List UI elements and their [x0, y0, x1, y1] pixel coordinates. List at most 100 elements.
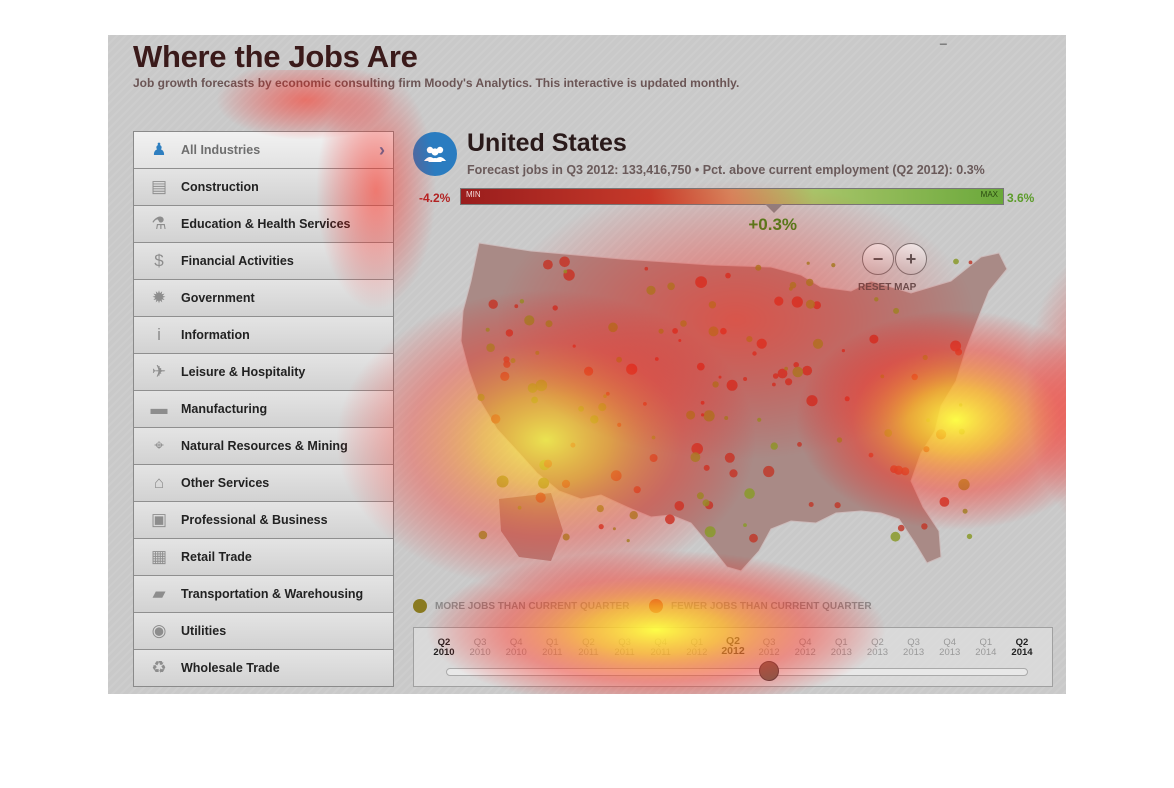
city-dot[interactable] — [890, 531, 901, 542]
city-dot[interactable] — [562, 533, 570, 541]
city-dot[interactable] — [718, 375, 722, 379]
city-dot[interactable] — [633, 486, 641, 494]
city-dot[interactable] — [644, 266, 649, 271]
city-dot[interactable] — [708, 326, 719, 337]
city-dot[interactable] — [527, 383, 538, 393]
timeline-quarter[interactable]: Q2 2011 — [569, 638, 609, 658]
timeline-quarter[interactable]: Q2 2013 — [858, 638, 898, 658]
us-map[interactable] — [441, 231, 1021, 591]
city-dot[interactable] — [720, 327, 727, 335]
sidebar-item[interactable]: i Information — [134, 317, 393, 354]
city-dot[interactable] — [665, 514, 675, 525]
city-dot[interactable] — [704, 526, 716, 538]
city-dot[interactable] — [696, 492, 704, 500]
city-dot[interactable] — [672, 328, 678, 334]
city-dot[interactable] — [674, 501, 685, 511]
city-dot[interactable] — [897, 524, 905, 532]
city-dot[interactable] — [774, 296, 784, 306]
city-dot[interactable] — [874, 297, 879, 302]
timeline-quarter[interactable]: Q2 2010 — [424, 638, 464, 658]
city-dot[interactable] — [510, 358, 516, 364]
city-dot[interactable] — [958, 428, 965, 435]
city-dot[interactable] — [959, 403, 963, 407]
city-dot[interactable] — [643, 402, 647, 406]
city-dot[interactable] — [726, 379, 738, 391]
city-dot[interactable] — [743, 377, 748, 381]
city-dot[interactable] — [478, 530, 488, 540]
city-dot[interactable] — [696, 362, 705, 371]
city-dot[interactable] — [757, 417, 762, 422]
city-dot[interactable] — [603, 394, 607, 398]
city-dot[interactable] — [500, 371, 510, 381]
timeline-quarter[interactable]: Q2 2014 — [1002, 638, 1042, 658]
city-dot[interactable] — [563, 269, 568, 274]
city-dot[interactable] — [629, 511, 638, 520]
city-dot[interactable] — [772, 382, 776, 387]
city-dot[interactable] — [703, 410, 715, 422]
city-dot[interactable] — [658, 328, 664, 334]
city-dot[interactable] — [836, 437, 843, 443]
timeline-quarter[interactable]: Q3 2010 — [460, 638, 500, 658]
city-dot[interactable] — [756, 338, 767, 349]
city-dot[interactable] — [923, 446, 930, 453]
city-dot[interactable] — [792, 366, 804, 378]
city-dot[interactable] — [884, 429, 893, 437]
city-dot[interactable] — [806, 278, 814, 287]
city-dot[interactable] — [626, 539, 630, 543]
city-dot[interactable] — [791, 296, 803, 308]
city-dot[interactable] — [729, 469, 738, 478]
zoom-in-button[interactable]: + — [895, 243, 927, 275]
city-dot[interactable] — [784, 366, 788, 371]
city-dot[interactable] — [831, 263, 836, 268]
city-dot[interactable] — [755, 264, 762, 271]
city-dot[interactable] — [841, 349, 845, 353]
city-dot[interactable] — [968, 260, 973, 265]
city-dot[interactable] — [950, 340, 962, 352]
sidebar-item[interactable]: ✈ Leisure & Hospitality — [134, 354, 393, 391]
city-dot[interactable] — [702, 499, 710, 507]
city-dot[interactable] — [695, 276, 707, 288]
timeline-quarter[interactable]: Q4 2010 — [496, 638, 536, 658]
city-dot[interactable] — [700, 400, 705, 405]
timeline-quarter[interactable]: Q2 2012 — [713, 636, 753, 657]
city-dot[interactable] — [531, 396, 538, 404]
city-dot[interactable] — [806, 261, 810, 265]
timeline-track[interactable] — [446, 668, 1028, 676]
city-dot[interactable] — [911, 373, 918, 381]
city-dot[interactable] — [517, 505, 522, 510]
city-dot[interactable] — [496, 475, 509, 488]
city-dot[interactable] — [749, 533, 758, 543]
city-dot[interactable] — [797, 442, 802, 447]
city-dot[interactable] — [724, 416, 729, 420]
city-dot[interactable] — [743, 523, 747, 527]
city-dot[interactable] — [834, 502, 841, 509]
city-dot[interactable] — [785, 378, 793, 386]
city-dot[interactable] — [770, 442, 778, 450]
city-dot[interactable] — [654, 357, 659, 361]
timeline-quarter[interactable]: Q4 2011 — [641, 638, 681, 658]
city-dot[interactable] — [678, 339, 682, 342]
city-dot[interactable] — [535, 492, 546, 503]
city-dot[interactable] — [806, 395, 818, 407]
city-dot[interactable] — [612, 527, 616, 531]
city-dot[interactable] — [802, 365, 813, 376]
city-dot[interactable] — [788, 286, 793, 291]
city-dot[interactable] — [590, 415, 599, 424]
sidebar-item[interactable]: ▰ Transportation & Warehousing — [134, 576, 393, 613]
timeline-quarter[interactable]: Q3 2013 — [894, 638, 934, 658]
city-dot[interactable] — [966, 533, 973, 540]
city-dot[interactable] — [598, 524, 604, 530]
city-dot[interactable] — [808, 502, 814, 507]
city-dot[interactable] — [605, 391, 610, 396]
city-dot[interactable] — [708, 301, 717, 309]
city-dot[interactable] — [514, 304, 519, 309]
city-dot[interactable] — [485, 327, 490, 332]
city-dot[interactable] — [894, 465, 904, 475]
city-dot[interactable] — [596, 505, 604, 513]
sidebar-item[interactable]: ▤ Construction — [134, 169, 393, 206]
timeline-quarter[interactable]: Q1 2014 — [966, 638, 1006, 658]
city-dot[interactable] — [538, 477, 550, 489]
sidebar-item[interactable]: $ Financial Activities — [134, 243, 393, 280]
city-dot[interactable] — [725, 272, 731, 279]
city-dot[interactable] — [649, 454, 658, 462]
